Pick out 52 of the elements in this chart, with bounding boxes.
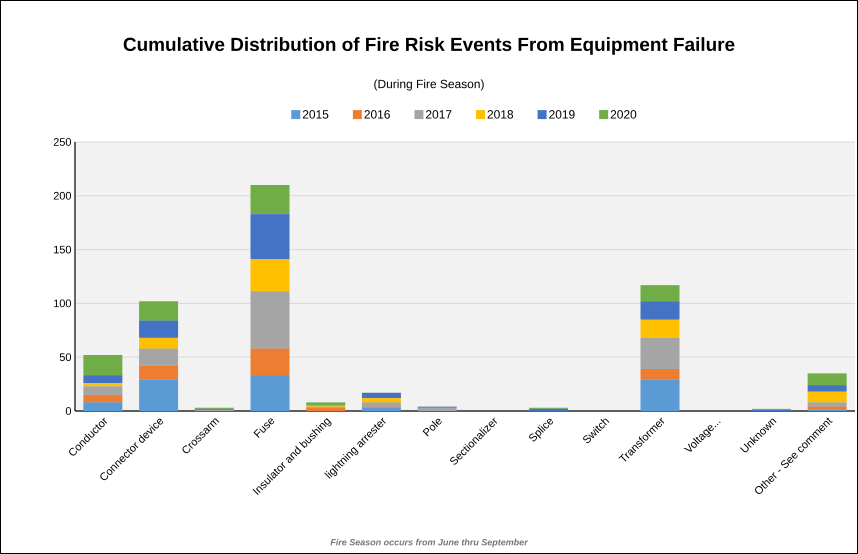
y-tick-label: 250 bbox=[54, 138, 72, 146]
y-tick-label: 200 bbox=[54, 192, 72, 200]
bar bbox=[640, 380, 680, 411]
legend-label: 2019 bbox=[549, 110, 575, 119]
bar bbox=[250, 214, 290, 260]
chart-title: Cumulative Distribution of Fire Risk Events From Equipment Failure bbox=[124, 37, 734, 55]
bar bbox=[362, 398, 401, 402]
bar bbox=[83, 394, 122, 402]
legend-label: 2016 bbox=[364, 110, 390, 119]
bar bbox=[139, 301, 178, 321]
bar bbox=[640, 301, 680, 320]
bar bbox=[640, 285, 680, 302]
bar bbox=[83, 375, 122, 384]
bar bbox=[808, 385, 847, 392]
bar bbox=[250, 375, 290, 411]
text: Fire Season occurs from June thru September bbox=[330, 538, 528, 548]
bar bbox=[808, 402, 847, 407]
bar bbox=[808, 373, 847, 386]
bar bbox=[250, 259, 290, 292]
bar bbox=[640, 369, 680, 380]
legend-label: 2015 bbox=[302, 110, 328, 119]
bar bbox=[139, 348, 178, 366]
chart-subtitle: (During Fire Season) bbox=[374, 79, 484, 91]
bar bbox=[250, 348, 290, 376]
bar bbox=[306, 402, 346, 406]
bar bbox=[139, 338, 178, 349]
bar bbox=[83, 386, 122, 395]
bar bbox=[808, 406, 847, 410]
legend-label: 2020 bbox=[610, 110, 636, 119]
bar bbox=[250, 292, 290, 349]
y-tick-label: 150 bbox=[54, 246, 72, 254]
bar bbox=[83, 402, 122, 411]
bar bbox=[362, 402, 401, 407]
y-tick-label: 50 bbox=[60, 353, 72, 362]
bar bbox=[83, 383, 122, 386]
bar bbox=[139, 380, 178, 411]
bar bbox=[808, 392, 847, 402]
bar bbox=[139, 320, 178, 338]
bar bbox=[418, 408, 457, 411]
legend-label: 2018 bbox=[488, 110, 514, 119]
y-tick-label: 0 bbox=[66, 407, 72, 415]
x-tick-label: Pole bbox=[422, 418, 442, 436]
bar bbox=[640, 338, 680, 370]
bar bbox=[139, 366, 178, 380]
bar bbox=[83, 355, 122, 376]
legend-label: 2017 bbox=[426, 110, 452, 119]
bar bbox=[362, 408, 401, 411]
bar bbox=[250, 185, 290, 214]
y-tick-label: 100 bbox=[54, 300, 72, 308]
bar bbox=[362, 392, 401, 398]
bar bbox=[306, 408, 346, 411]
bar bbox=[640, 320, 680, 338]
